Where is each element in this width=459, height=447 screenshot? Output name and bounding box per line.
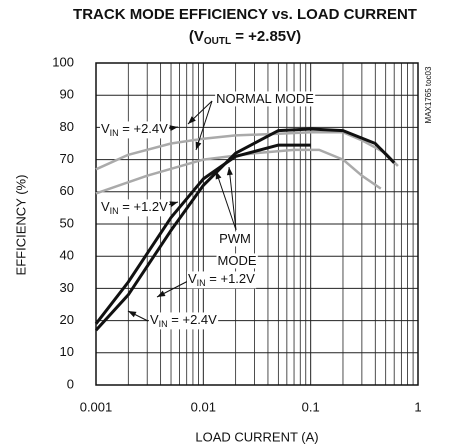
y-tick-label: 100 bbox=[52, 54, 74, 69]
annotation-text: PWM bbox=[219, 231, 251, 246]
x-tick-label: 0.1 bbox=[302, 399, 320, 414]
annotation-bg bbox=[218, 231, 252, 247]
arrow-line bbox=[228, 166, 237, 231]
y-tick-label: 80 bbox=[60, 119, 74, 134]
annotation-part: MODE bbox=[218, 253, 257, 268]
arrow-head bbox=[157, 290, 166, 297]
annotation-part: = +2.4V bbox=[168, 312, 217, 327]
annotation-bg bbox=[215, 91, 316, 107]
subtitle-part: (V bbox=[189, 28, 204, 45]
y-tick-label: 90 bbox=[60, 87, 74, 102]
annotation: VIN = +2.4V bbox=[149, 312, 219, 330]
x-tick-label: 1 bbox=[414, 399, 421, 414]
annotation-part: = +1.2V bbox=[119, 199, 168, 214]
arrow-head bbox=[169, 125, 178, 132]
annotation-sub: IN bbox=[159, 319, 168, 329]
annotation: MODE bbox=[216, 253, 258, 269]
annotation-bg bbox=[149, 312, 219, 330]
annotation-sub: IN bbox=[110, 128, 119, 138]
subtitle-part: = +2.85V) bbox=[231, 28, 301, 45]
series-line bbox=[94, 127, 396, 332]
x-tick-label: 0.01 bbox=[191, 399, 216, 414]
annotation-text: MODE bbox=[218, 253, 257, 268]
annotation-text: VIN = +1.2V bbox=[188, 271, 255, 288]
side-note: MAX1765 toc03 bbox=[424, 66, 433, 123]
arrow-head bbox=[169, 201, 178, 208]
annotation-text: NORMAL MODE bbox=[216, 91, 314, 106]
annotation-part: = +1.2V bbox=[206, 271, 255, 286]
y-tick-label: 10 bbox=[60, 344, 74, 359]
annotation-bg bbox=[187, 271, 257, 289]
annotation: VIN = +2.4V bbox=[100, 121, 170, 139]
series-line bbox=[95, 130, 399, 171]
y-tick-label: 70 bbox=[60, 151, 74, 166]
annotation: VIN = +1.2V bbox=[187, 271, 257, 289]
annotation-part: V bbox=[101, 199, 110, 214]
annotation-part: V bbox=[101, 121, 110, 136]
annotation: PWM bbox=[218, 231, 252, 247]
annotation: NORMAL MODE bbox=[215, 91, 316, 107]
annotation-bg bbox=[100, 199, 170, 217]
annotation-text: VIN = +1.2V bbox=[101, 199, 168, 216]
annotation-text: VIN = +2.4V bbox=[101, 121, 168, 138]
chart-title: TRACK MODE EFFICIENCY vs. LOAD CURRENT bbox=[73, 6, 417, 23]
y-axis-label: EFFICIENCY (%) bbox=[13, 175, 28, 276]
arrow-head bbox=[215, 171, 222, 180]
annotation-sub: IN bbox=[110, 206, 119, 216]
arrow-line bbox=[215, 170, 237, 231]
annotation-part: V bbox=[188, 271, 197, 286]
arrow-head bbox=[128, 311, 137, 318]
plot-frame bbox=[95, 62, 419, 386]
x-axis-label: LOAD CURRENT (A) bbox=[195, 429, 318, 444]
arrow-head bbox=[226, 167, 233, 176]
subtitle-sub: OUTL bbox=[204, 36, 231, 47]
series-line bbox=[94, 143, 311, 325]
annotation-part: NORMAL MODE bbox=[216, 91, 314, 106]
y-tick-label: 0 bbox=[67, 376, 74, 391]
arrow-line bbox=[195, 100, 213, 151]
series-line bbox=[95, 148, 382, 195]
y-tick-label: 20 bbox=[60, 312, 74, 327]
y-tick-label: 50 bbox=[60, 215, 74, 230]
y-tick-label: 40 bbox=[60, 248, 74, 263]
y-tick-label: 30 bbox=[60, 280, 74, 295]
arrow-head bbox=[188, 116, 196, 124]
y-tick-label: 60 bbox=[60, 183, 74, 198]
arrow-head bbox=[195, 141, 202, 150]
annotation-bg bbox=[216, 253, 258, 269]
annotation-sub: IN bbox=[197, 278, 206, 288]
annotation-bg bbox=[100, 121, 170, 139]
annotation-part: PWM bbox=[219, 231, 251, 246]
annotation-text: VIN = +2.4V bbox=[150, 312, 217, 329]
annotation-part: V bbox=[150, 312, 159, 327]
chart-subtitle: (VOUTL = +2.85V) bbox=[189, 28, 301, 47]
x-tick-label: 0.001 bbox=[80, 399, 113, 414]
annotation: VIN = +1.2V bbox=[100, 199, 170, 217]
annotation-part: = +2.4V bbox=[119, 121, 168, 136]
